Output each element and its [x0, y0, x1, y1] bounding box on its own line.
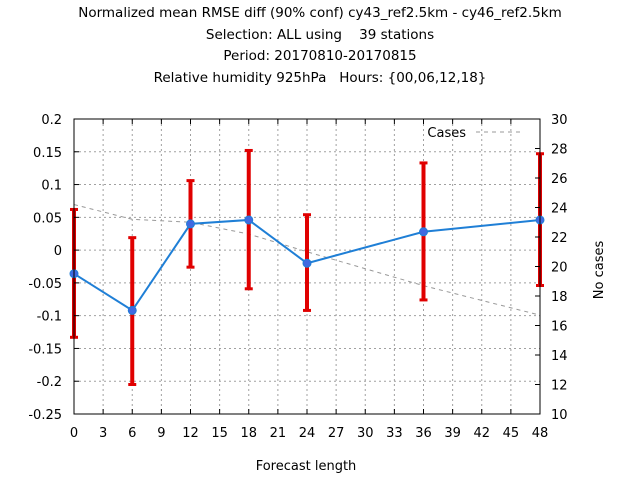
- title-line-3: Period: 20170810-20170815: [223, 48, 417, 64]
- data-point: [186, 219, 195, 229]
- y2-tick-label: 12: [551, 379, 568, 394]
- y2-tick-label: 28: [551, 143, 568, 158]
- legend: Cases: [427, 126, 520, 141]
- y2-tick-label: 16: [551, 320, 568, 335]
- y-tick-label: 0: [54, 244, 62, 259]
- title-line-4: Relative humidity 925hPa Hours: {00,06,1…: [153, 69, 487, 86]
- y2-tick-label: 22: [551, 231, 568, 246]
- y2-tick-label: 26: [551, 172, 568, 187]
- x-tick-label: 21: [270, 426, 287, 441]
- y-tick-label: -0.1: [37, 310, 62, 325]
- y-tick-label: -0.15: [28, 342, 62, 357]
- data-point: [127, 305, 137, 315]
- x-tick-label: 24: [299, 426, 316, 441]
- x-tick-label: 45: [503, 426, 520, 441]
- data-point: [302, 258, 312, 268]
- title-line-1: Normalized mean RMSE diff (90% conf) cy4…: [78, 5, 562, 21]
- x-tick-label: 33: [386, 426, 403, 441]
- x-tick-label: 0: [70, 426, 78, 441]
- x-tick-label: 48: [532, 426, 549, 441]
- data-point: [419, 227, 428, 237]
- y-tick-label: 0.1: [41, 179, 62, 194]
- x-tick-label: 39: [444, 426, 461, 441]
- x-tick-label: 12: [182, 426, 199, 441]
- title-line-2: Selection: ALL using 39 stations: [205, 26, 435, 43]
- plot-frame: [73, 118, 541, 415]
- chart-title: Normalized mean RMSE diff (90% conf) cy4…: [0, 3, 640, 89]
- x-axis-label: Forecast length: [256, 459, 357, 474]
- x-tick-label: 6: [128, 426, 136, 441]
- x-tick-label: 9: [157, 426, 165, 441]
- axes: 0 3 6 9 12 15 18 21 24 27 30 33 36 39 42 45 480.20.150.1…: [28, 113, 567, 441]
- y-tick-label: 0.05: [33, 211, 62, 226]
- y2-tick-label: 30: [551, 113, 568, 128]
- y-tick-label: 0.15: [33, 146, 62, 161]
- x-tick-label: 15: [211, 426, 228, 441]
- y-tick-label: -0.2: [37, 375, 62, 390]
- x-tick-label: 30: [357, 426, 374, 441]
- y2-tick-label: 10: [551, 408, 568, 423]
- x-tick-label: 27: [328, 426, 345, 441]
- y2-tick-label: 20: [551, 261, 568, 276]
- y2-tick-label: 18: [551, 290, 568, 305]
- grid: [74, 119, 540, 414]
- x-tick-label: 18: [240, 426, 257, 441]
- y2-axis-label: No cases: [592, 241, 607, 300]
- y-tick-label: -0.05: [28, 277, 62, 292]
- y-tick-label: 0.2: [41, 113, 62, 128]
- y-tick-label: -0.25: [28, 408, 62, 423]
- y2-tick-label: 14: [551, 349, 568, 364]
- y2-tick-label: 24: [551, 202, 568, 217]
- x-tick-label: 36: [415, 426, 432, 441]
- data-point: [244, 215, 254, 225]
- rmse-series: [69, 215, 545, 315]
- x-tick-label: 42: [473, 426, 490, 441]
- legend-label-cases: Cases: [427, 126, 466, 141]
- x-tick-label: 3: [99, 426, 107, 441]
